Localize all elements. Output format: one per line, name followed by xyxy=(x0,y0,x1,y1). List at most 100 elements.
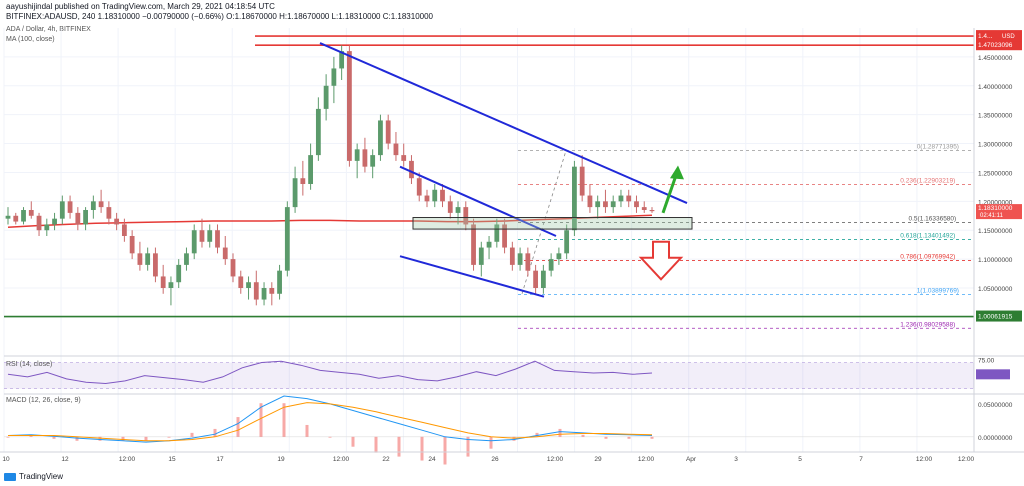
time-tick: 22 xyxy=(382,456,390,463)
candle-body xyxy=(525,253,531,271)
candle-body xyxy=(634,201,639,208)
up-arrowhead-icon xyxy=(670,165,684,180)
time-tick: 29 xyxy=(594,456,602,463)
level-tag-support-green xyxy=(976,310,1022,322)
rsi-value-tag xyxy=(976,369,1010,380)
price-tick: 1.20000000 xyxy=(978,199,1013,206)
time-tick: 26 xyxy=(491,456,499,463)
candle-body xyxy=(75,212,81,225)
price-tick: 1.30000000 xyxy=(978,142,1013,149)
candle-body xyxy=(440,189,445,202)
current-price-tag xyxy=(976,204,1022,220)
horizontal-levels: 1.47023096 1.4... 1.00061915 USD xyxy=(4,30,1022,322)
macd-hist-bar xyxy=(374,436,378,453)
macd-line xyxy=(7,395,653,443)
fib-label-0.236: 0.236(1.22903219) xyxy=(900,178,955,185)
macd-hist-bar xyxy=(98,436,102,441)
candle-body xyxy=(331,68,337,86)
candle-body xyxy=(579,166,585,196)
ma-label: MA (100, close) xyxy=(6,36,55,43)
candle-body xyxy=(556,253,562,260)
grid xyxy=(3,28,975,452)
candle-body xyxy=(52,218,57,225)
macd-tick: 0.05000000 xyxy=(978,402,1013,409)
candle-body xyxy=(378,120,383,156)
rsi-tick: 75.00 xyxy=(978,357,995,364)
fib-label-1: 1(1.03899769) xyxy=(917,287,959,294)
time-tick: 12:00 xyxy=(638,456,655,463)
price-tick: 1.05000000 xyxy=(978,286,1013,293)
candle-body xyxy=(129,236,135,254)
macd-hist-bar xyxy=(604,436,608,439)
candle-body xyxy=(432,189,438,202)
candles xyxy=(5,45,655,306)
candle-body xyxy=(649,210,655,212)
candle-body xyxy=(416,178,422,196)
candle-body xyxy=(641,207,647,210)
candle-body xyxy=(618,195,624,202)
candle-body xyxy=(463,207,469,225)
candle-body xyxy=(59,201,65,219)
channel-bottom-line xyxy=(399,255,545,298)
macd-hist-bar xyxy=(466,436,470,457)
candle-body xyxy=(308,155,314,184)
candle-body xyxy=(67,201,73,213)
candle-body xyxy=(346,51,352,161)
candle-body xyxy=(471,224,476,265)
candle-body xyxy=(28,210,34,216)
up-arrow-icon xyxy=(661,174,678,214)
macd-hist-bar xyxy=(535,432,539,437)
macd-hist-bar xyxy=(328,436,332,438)
level-label-top-line: 1.4... xyxy=(978,33,993,40)
candle-body xyxy=(362,149,368,167)
candle-body xyxy=(354,149,360,161)
macd-hist-bar xyxy=(52,436,56,439)
candle-body xyxy=(83,210,88,225)
macd-tick: 0.00000000 xyxy=(978,435,1013,442)
time-tick: 10 xyxy=(2,456,10,463)
current-price-label: 1.18310000 xyxy=(978,205,1013,212)
channel-top-line xyxy=(399,165,557,237)
candle-body xyxy=(284,207,290,271)
candle-body xyxy=(409,160,414,179)
candle-body xyxy=(564,230,570,254)
candle-body xyxy=(36,215,42,231)
rsi-panel: 75.00 50.00 xyxy=(4,355,1024,390)
level-tag-top-line xyxy=(976,30,1022,42)
candle-body xyxy=(401,155,407,161)
candle-body xyxy=(145,253,151,265)
support-zone-box xyxy=(412,217,693,230)
countdown-label: 02:41:11 xyxy=(980,213,1004,219)
candle-body xyxy=(153,253,158,277)
candle-body xyxy=(253,282,259,300)
candle-body xyxy=(323,85,329,109)
price-axis: 1.45000000 1.40000000 1.35000000 1.30000000… xyxy=(973,28,1022,452)
macd-hist-bar xyxy=(351,436,355,447)
footer-logo[interactable]: TradingView xyxy=(4,472,63,481)
macd-hist-bar xyxy=(305,424,309,437)
time-tick: 3 xyxy=(734,456,738,463)
candle-body xyxy=(269,288,275,294)
time-tick: 12 xyxy=(61,456,69,463)
time-tick: Apr xyxy=(686,456,697,463)
candle-body xyxy=(610,201,616,208)
candle-body xyxy=(184,253,189,265)
macd-hist-bar xyxy=(420,436,424,461)
candle-body xyxy=(595,201,601,208)
rsi-label: RSI (14, close) xyxy=(6,361,53,368)
candle-body xyxy=(502,224,507,248)
macd-label: MACD (12, 26, close, 9) xyxy=(6,397,81,404)
signal-line xyxy=(8,402,653,442)
level-label-resistance-top: 1.47023096 xyxy=(978,42,1013,49)
candle-body xyxy=(98,201,104,208)
candle-body xyxy=(509,247,515,265)
candle-body xyxy=(587,195,593,208)
macd-hist-bar xyxy=(167,436,171,438)
candle-body xyxy=(393,143,399,156)
macd-hist-bar xyxy=(144,436,148,441)
time-tick: 17 xyxy=(216,456,224,463)
macd-hist-bar xyxy=(213,428,217,437)
ohlc-line: BITFINEX:ADAUSD, 240 1.18310000 −0.00790… xyxy=(6,12,433,21)
